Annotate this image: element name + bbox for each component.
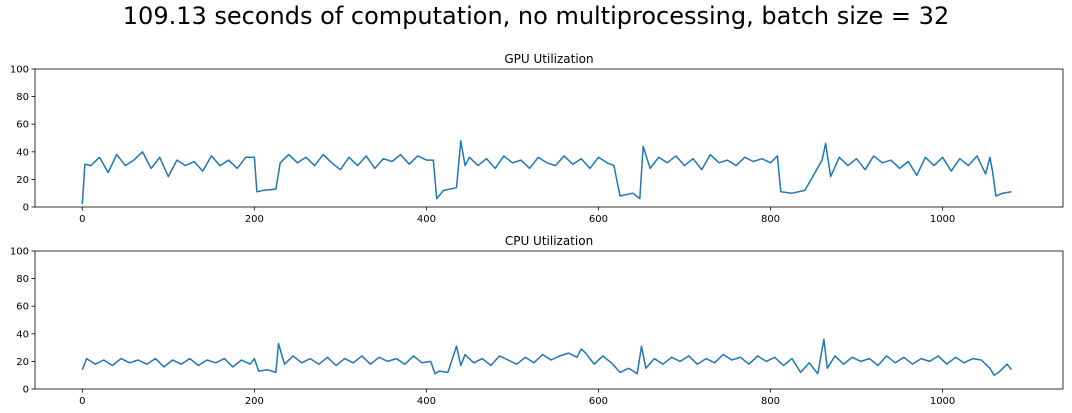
gpu-xtick-label: 400 xyxy=(417,214,436,225)
gpu-ytick-label: 0 xyxy=(23,203,29,214)
cpu-ytick-label: 40 xyxy=(16,329,29,340)
cpu-plot-frame xyxy=(34,250,1064,390)
gpu-xtick-label: 800 xyxy=(761,214,780,225)
cpu-xtick-label: 800 xyxy=(761,396,780,407)
gpu-ytick-label: 40 xyxy=(16,147,29,158)
cpu-xtick-label: 600 xyxy=(589,396,608,407)
gpu-xtick-label: 600 xyxy=(589,214,608,225)
gpu-xtick-label: 200 xyxy=(245,214,264,225)
cpu-xtick-label: 200 xyxy=(245,396,264,407)
gpu-chart-title: GPU Utilization xyxy=(504,52,593,66)
cpu-xtick-label: 400 xyxy=(417,396,436,407)
cpu-ytick-label: 20 xyxy=(16,357,29,368)
figure-title: 109.13 seconds of computation, no multip… xyxy=(122,2,950,30)
gpu-plot-frame xyxy=(34,68,1064,208)
cpu-chart-title: CPU Utilization xyxy=(505,234,593,248)
gpu-ytick-label: 20 xyxy=(16,175,29,186)
cpu-utilization-line xyxy=(81,338,1012,376)
gpu-ytick-label: 80 xyxy=(16,92,29,103)
cpu-ytick-label: 100 xyxy=(10,247,29,258)
cpu-xtick-label: 1000 xyxy=(930,396,955,407)
cpu-ytick-label: 0 xyxy=(23,385,29,396)
cpu-ytick-label: 60 xyxy=(16,302,29,313)
cpu-xtick-label: 0 xyxy=(79,396,85,407)
gpu-xtick-label: 0 xyxy=(79,214,85,225)
gpu-xtick-label: 1000 xyxy=(930,214,955,225)
gpu-ytick-label: 100 xyxy=(10,65,29,76)
gpu-ytick-label: 60 xyxy=(16,120,29,131)
gpu-utilization-line xyxy=(81,140,1012,205)
cpu-ytick-label: 80 xyxy=(16,274,29,285)
